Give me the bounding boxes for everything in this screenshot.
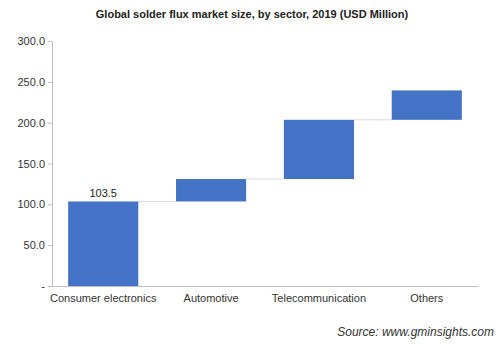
y-axis: - 50.0 100.0 150.0 200.0 250.0 300.0: [17, 35, 52, 292]
y-tick-label: 300.0: [17, 35, 45, 47]
plot: - 50.0 100.0 150.0 200.0 250.0 300.0 Consumer e…: [17, 35, 478, 304]
x-tick: Automotive: [184, 286, 239, 304]
y-tick-label: 50.0: [24, 239, 45, 251]
y-tick-label: -: [41, 280, 45, 292]
chart: Global solder flux market size, by secto…: [0, 0, 504, 344]
y-tick: 200.0: [17, 117, 52, 129]
x-tick-label: Consumer electronics: [50, 292, 157, 304]
bar: [68, 201, 138, 286]
source: Source: www.gminsights.com: [337, 325, 494, 339]
y-tick-line: [48, 41, 52, 42]
y-tick-line: [48, 82, 52, 83]
y-tick-line: [48, 204, 52, 205]
connector: [354, 119, 392, 120]
title: Global solder flux market size, by secto…: [96, 8, 409, 20]
connector: [138, 201, 176, 202]
y-tick-label: 100.0: [17, 198, 45, 210]
x-tick: Consumer electronics: [50, 286, 157, 304]
bar: [284, 120, 354, 179]
x-tick-label: Telecommunication: [272, 292, 366, 304]
y-tick-line: [48, 123, 52, 124]
y-tick: 300.0: [17, 35, 52, 47]
y-tick-label: 250.0: [17, 76, 45, 88]
y-tick-label: 150.0: [17, 158, 45, 170]
data-labels: 103.5: [89, 187, 117, 199]
y-tick: 150.0: [17, 158, 52, 170]
y-tick-line: [48, 164, 52, 165]
x-tick: Telecommunication: [272, 286, 366, 304]
data-label: 103.5: [89, 187, 117, 199]
x-tick-label: Others: [410, 292, 444, 304]
bar: [392, 90, 462, 119]
y-tick: 50.0: [24, 239, 52, 251]
y-tick: 250.0: [17, 76, 52, 88]
connector: [246, 179, 284, 180]
y-tick: 100.0: [17, 198, 52, 210]
y-tick-line: [48, 245, 52, 246]
marks: [68, 90, 462, 286]
x-tick: Others: [410, 286, 444, 304]
bar: [176, 179, 246, 201]
y-tick-label: 200.0: [17, 117, 45, 129]
y-tick-line: [48, 286, 52, 287]
y-axis-line: [48, 42, 53, 287]
y-tick: -: [41, 280, 52, 292]
x-axis-line: [53, 286, 479, 287]
x-axis: Consumer electronics Automotive Telecommun…: [50, 286, 478, 304]
x-tick-label: Automotive: [184, 292, 239, 304]
